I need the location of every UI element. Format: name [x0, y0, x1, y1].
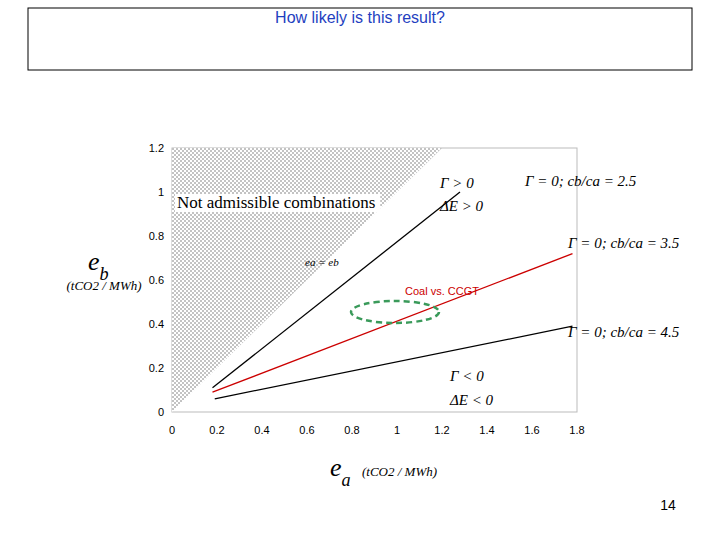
y-axis-unit: (tCO2 / MWh) — [66, 278, 141, 293]
series-label: Γ = 0; cb/ca = 4.5 — [567, 324, 680, 340]
x-tick-label: 0.8 — [344, 424, 359, 436]
y-tick-label: 0.2 — [149, 362, 164, 374]
title-box — [28, 8, 692, 70]
page-number: 14 — [660, 497, 676, 513]
annotation: ΔE < 0 — [449, 392, 494, 408]
x-tick-label: 1.2 — [434, 424, 449, 436]
x-tick-label: 0.6 — [299, 424, 314, 436]
gamma-zero-line — [213, 254, 573, 393]
x-tick-label: 1.4 — [479, 424, 494, 436]
x-tick-label: 1.6 — [524, 424, 539, 436]
x-tick-label: 1 — [394, 424, 400, 436]
x-tick-label: 1.8 — [569, 424, 584, 436]
x-tick-label: 0.2 — [209, 424, 224, 436]
annotation: Γ < 0 — [449, 368, 484, 384]
annotation-bg — [175, 194, 380, 212]
highlight-ellipse — [351, 301, 439, 323]
annotation: ΔE > 0 — [439, 198, 484, 214]
x-axis-label: ea — [330, 453, 351, 490]
annotation: Not admissible combinations — [177, 193, 375, 212]
y-tick-label: 1 — [158, 186, 164, 198]
slide: How likely is this result? 0 0.2 0.4 0.6 0.8 1… — [0, 0, 720, 540]
annotation: Coal vs. CCGT — [405, 285, 479, 297]
y-tick-label: 1.2 — [149, 142, 164, 154]
chart: How likely is this result? 0 0.2 0.4 0.6 0.8 1… — [0, 0, 720, 540]
plot-frame — [172, 148, 577, 412]
annotation: ea = eb — [305, 256, 339, 268]
y-tick-label: 0.6 — [149, 274, 164, 286]
x-axis-unit: (tCO2 / MWh) — [362, 464, 437, 479]
annotation: Γ > 0 — [439, 175, 474, 191]
x-tick-label: 0 — [169, 424, 175, 436]
inadmissible-region — [172, 148, 442, 412]
series-label: Γ = 0; cb/ca = 2.5 — [524, 173, 637, 189]
x-tick-label: 0.4 — [254, 424, 269, 436]
plot-area — [172, 148, 573, 412]
series-label: Γ = 0; cb/ca = 3.5 — [567, 235, 680, 251]
y-tick-label: 0.4 — [149, 318, 164, 330]
y-tick-label: 0 — [158, 406, 164, 418]
title: How likely is this result? — [275, 9, 445, 26]
gamma-zero-line — [215, 326, 573, 399]
y-tick-label: 0.8 — [149, 230, 164, 242]
